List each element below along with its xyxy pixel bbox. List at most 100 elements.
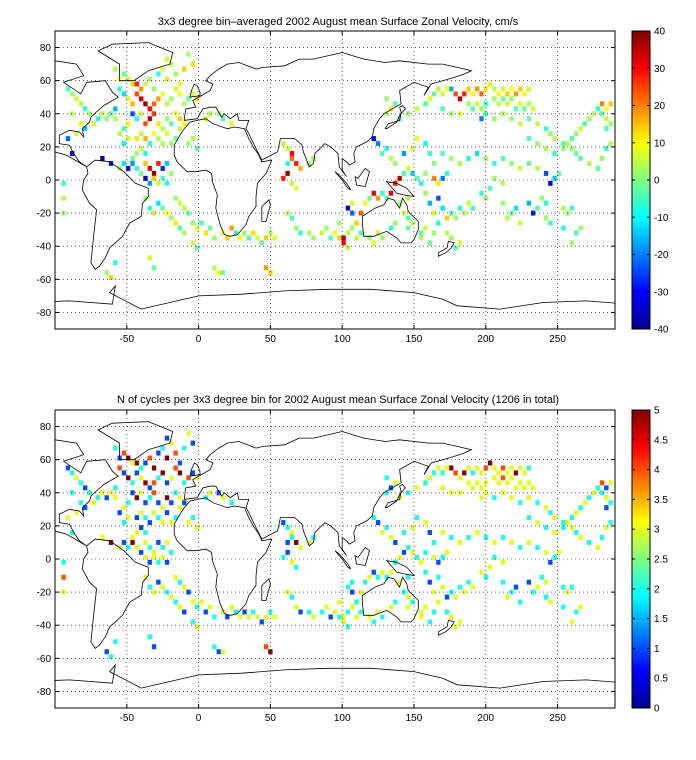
- data-cell: [229, 225, 234, 231]
- colorbar-tick-label: 2.5: [654, 555, 668, 566]
- data-cell: [113, 260, 118, 266]
- data-cell: [431, 554, 437, 560]
- data-cell: [526, 86, 531, 92]
- data-cell: [156, 539, 161, 545]
- x-tick-label: 100: [334, 334, 351, 345]
- data-cell: [440, 175, 445, 181]
- data-cell: [535, 584, 540, 590]
- data-cell: [496, 470, 501, 476]
- data-cell: [358, 609, 363, 615]
- y-tick-label: 40: [40, 109, 52, 120]
- data-cell: [599, 155, 605, 161]
- data-cell: [397, 554, 402, 560]
- x-tick-label: 250: [549, 713, 566, 724]
- data-cell: [182, 609, 187, 615]
- data-cell: [466, 579, 471, 585]
- data-cell: [449, 86, 454, 92]
- data-cell: [561, 520, 566, 526]
- data-cell: [505, 91, 510, 97]
- data-cell: [108, 539, 114, 545]
- data-cell: [104, 649, 109, 655]
- data-cell: [565, 141, 570, 147]
- data-cell: [216, 111, 221, 117]
- data-cell: [263, 644, 269, 650]
- data-cell: [561, 146, 566, 152]
- data-cell: [139, 525, 144, 531]
- data-cell: [513, 584, 519, 590]
- data-cell: [569, 146, 575, 152]
- data-cell: [470, 485, 475, 491]
- data-cell: [419, 230, 424, 236]
- data-cell: [169, 121, 174, 127]
- data-cell: [427, 619, 432, 625]
- data-cell: [410, 599, 415, 605]
- data-cell: [578, 604, 583, 610]
- data-cell: [457, 584, 463, 590]
- colorbar-tick-label: 0.5: [654, 674, 668, 685]
- data-cell: [453, 215, 458, 221]
- colorbar-tick-label: 40: [654, 27, 666, 38]
- data-cell: [225, 614, 230, 620]
- data-cell: [160, 544, 165, 550]
- data-cell: [457, 240, 463, 246]
- data-cell: [126, 136, 131, 142]
- data-cell: [487, 460, 493, 466]
- data-cell: [177, 579, 183, 585]
- data-cell: [462, 589, 467, 595]
- data-cell: [466, 101, 471, 107]
- panel-1-colorbar: 40 30 20 10 0 -10 -20 -30 -40: [631, 27, 669, 336]
- data-cell: [526, 515, 531, 521]
- data-cell: [285, 539, 290, 545]
- data-cell: [500, 200, 506, 206]
- colorbar-tick-label: 3.5: [654, 495, 668, 506]
- data-cell: [139, 510, 144, 516]
- data-cell: [492, 116, 497, 122]
- data-cell: [298, 165, 303, 171]
- data-cell: [143, 480, 148, 486]
- x-tick-label: 50: [265, 334, 277, 345]
- x-tick-label: 50: [265, 713, 277, 724]
- data-cell: [475, 101, 480, 107]
- data-cell: [397, 175, 402, 181]
- data-cell: [164, 116, 170, 122]
- data-cell: [289, 559, 295, 565]
- data-cell: [526, 200, 531, 206]
- data-cell: [173, 220, 178, 226]
- data-cell: [169, 61, 174, 67]
- data-cell: [126, 515, 131, 521]
- data-cell: [492, 495, 497, 501]
- data-cell: [599, 480, 605, 486]
- coastline: [183, 52, 473, 177]
- data-cell: [388, 604, 394, 610]
- coastline: [189, 462, 201, 477]
- panel-2-y-ticks: 80 60 40 20 0 -20 -40 -60 -80: [37, 422, 615, 698]
- data-cell: [328, 235, 333, 241]
- coastline: [55, 60, 119, 168]
- data-cell: [238, 235, 243, 241]
- data-cell: [513, 485, 519, 491]
- data-cell: [147, 520, 152, 526]
- data-cell: [431, 470, 437, 476]
- data-cell: [505, 470, 510, 476]
- data-cell: [121, 71, 127, 77]
- data-cell: [126, 121, 131, 127]
- data-cell: [169, 520, 174, 526]
- data-cell: [500, 559, 506, 565]
- data-cell: [578, 126, 583, 132]
- data-cell: [509, 116, 514, 122]
- data-cell: [121, 160, 127, 166]
- data-cell: [337, 614, 342, 620]
- coastline: [97, 42, 174, 82]
- panel-1-title: 3x3 degree bin–averaged 2002 August mean…: [158, 16, 519, 28]
- data-cell: [384, 96, 389, 102]
- data-cell: [582, 121, 587, 127]
- data-cell: [535, 121, 540, 127]
- panel-2-coastlines: [55, 421, 615, 708]
- coastline: [261, 199, 271, 222]
- data-cell: [263, 235, 269, 241]
- data-cell: [552, 515, 557, 521]
- data-cell: [169, 594, 174, 600]
- data-cell: [164, 160, 170, 166]
- data-cell: [444, 594, 450, 600]
- data-cell: [431, 175, 437, 181]
